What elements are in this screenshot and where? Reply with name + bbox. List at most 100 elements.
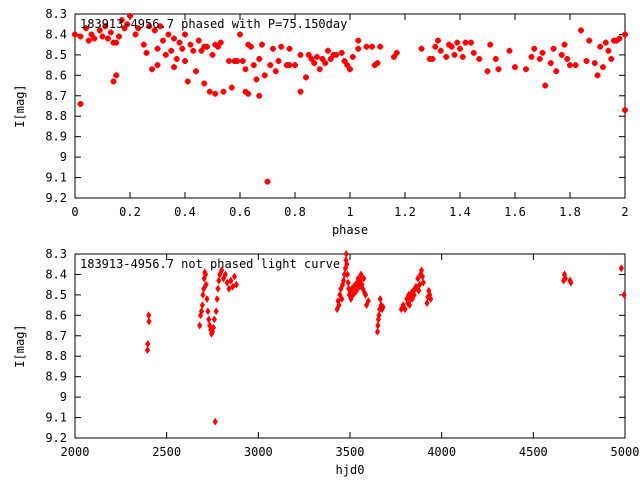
x-tick-label: 4500 [519,445,548,459]
data-point [270,45,276,52]
data-point [242,66,249,73]
data-point [201,284,207,293]
data-point [448,43,455,50]
y-tick-label: 8.3 [45,7,67,21]
x-tick-label: 0.2 [119,205,141,219]
data-point [531,45,538,52]
data-point [113,39,120,46]
data-point [547,60,554,67]
data-point [605,47,612,54]
data-point [327,55,334,62]
data-point [204,43,210,50]
data-point [77,100,84,107]
data-point [377,43,384,50]
data-point [418,45,425,52]
data-point [578,27,584,34]
x-tick-label: 0.8 [284,205,306,219]
data-point [380,303,386,312]
data-point [371,62,378,69]
data-point [176,39,183,46]
data-point [355,45,362,52]
data-point [83,25,89,32]
data-point [597,43,604,50]
data-point [182,58,188,65]
data-point [292,62,298,69]
data-point [454,39,461,46]
y-tick-label: 9.2 [45,431,67,445]
data-point [278,43,285,50]
data-point [230,282,236,291]
data-point [215,284,221,293]
y-tick-label: 8.9 [45,130,67,144]
x-tick-label: 0.4 [174,205,196,219]
data-point [411,290,417,299]
y-tick-label: 8.9 [45,370,67,384]
data-point [113,72,120,79]
data-point [339,295,345,303]
data-point [197,321,203,330]
data-point [146,23,153,30]
data-point [353,286,360,295]
data-point [245,90,252,97]
data-point [179,45,186,52]
data-point [618,264,624,273]
data-point [132,31,139,38]
x-tick-label: 4000 [427,445,456,459]
plot-frame [74,13,626,199]
x-tick-label: 0.6 [229,205,251,219]
data-point [451,51,458,58]
x-tick-label: 2 [621,205,628,219]
phased-light-curve-panel: 8.3 8.4 8.5 8.6 8.7 8.8 8.9 9 9.1 9.2 0 0.2 0.4 0.6 0.… [13,7,629,237]
data-point [416,286,422,295]
data-point [224,278,230,287]
data-point [216,276,222,285]
data-point [193,68,199,75]
y-tick-label: 9 [60,150,67,164]
data-point [325,47,331,54]
data-point [173,55,180,62]
data-point [512,64,518,71]
data-point [286,45,293,52]
data-point [553,68,560,75]
data-point [311,60,318,67]
data-point [345,278,351,287]
data-point [237,31,243,38]
data-point [124,21,131,28]
data-point [206,88,213,95]
data-point [198,47,205,54]
data-point [462,39,469,46]
data-point [341,58,348,65]
data-point [127,13,133,20]
data-point [144,346,151,354]
data-point [160,37,166,44]
data-point [212,90,219,97]
y-axis-label: I[mag] [13,324,27,367]
data-point [542,82,549,89]
data-point [495,66,502,73]
data-point [210,323,217,332]
data-point [583,58,590,65]
data-point [457,45,463,52]
data-point [168,47,175,54]
data-point [417,280,423,289]
data-point [118,17,125,24]
y-tick-label: 8.4 [45,27,67,41]
data-point [420,278,426,287]
data-point [365,297,371,305]
data-point [344,270,351,279]
data-point [267,62,274,69]
data-point [96,27,103,34]
data-point [212,417,218,426]
data-point [226,284,232,293]
y-tick-label: 8.7 [45,89,67,103]
data-point [272,68,279,75]
data-point [308,55,315,62]
data-point [322,60,329,67]
x-tick-label: 2000 [61,445,90,459]
data-point [215,43,221,50]
data-point [145,340,151,348]
data-point [165,31,172,38]
data-point [621,290,627,299]
data-point [157,23,164,30]
